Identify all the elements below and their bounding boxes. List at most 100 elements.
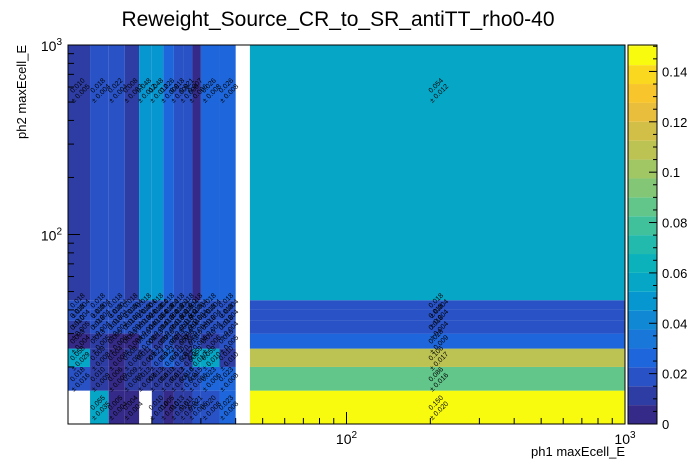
heatmap-cell — [68, 309, 91, 321]
heatmap-cell — [108, 348, 125, 367]
y-axis-label: ph2 maxEcell_E — [14, 45, 29, 139]
heatmap-cell — [173, 390, 184, 424]
color-scale-tick-label: 0.12 — [662, 115, 687, 130]
heatmap-cell — [173, 366, 184, 391]
heatmap-cell — [173, 300, 184, 310]
heatmap-cell — [249, 348, 625, 367]
heatmap-cell — [163, 333, 174, 349]
heatmap-cell — [139, 320, 152, 334]
color-scale-bar: 0 0.02 0.04 0.06 0.08 0.1 0.12 0.14 — [627, 44, 687, 432]
heatmap-cell — [108, 366, 125, 391]
color-scale-swatch — [628, 235, 657, 255]
heatmap-cell — [139, 300, 152, 310]
heatmap-cell — [192, 390, 201, 424]
heatmap-cell — [200, 333, 220, 349]
heatmap-cell — [108, 309, 125, 321]
heatmap-cell — [192, 366, 201, 391]
color-scale-swatch — [628, 178, 657, 198]
heatmap-cell — [151, 348, 164, 367]
heatmap-cell — [163, 366, 174, 391]
heatmap-cell — [173, 45, 184, 301]
color-scale-swatch — [628, 102, 657, 122]
heatmap-cell — [139, 333, 152, 349]
heatmap-cell — [173, 348, 184, 367]
heatmap-cell — [192, 45, 201, 301]
heatmap-cell — [249, 366, 625, 391]
color-scale-tick-label: 0.06 — [662, 266, 687, 281]
heatmap-cell — [249, 45, 625, 301]
heatmap-cell — [139, 348, 152, 367]
heatmap-cell — [219, 366, 236, 391]
heatmap-cell — [151, 366, 164, 391]
heatmap-cell — [192, 300, 201, 310]
heatmap-cell — [151, 309, 164, 321]
heatmap-cell — [151, 333, 164, 349]
heatmap-cell — [192, 309, 201, 321]
heatmap-cell — [219, 390, 236, 424]
chart-title: Reweight_Source_CR_to_SR_antiTT_rho0-40 — [121, 8, 554, 31]
heatmap-cell — [124, 300, 140, 310]
heatmap-cell — [173, 309, 184, 321]
heatmap-cell — [90, 300, 109, 310]
color-scale-tick-label: 0.08 — [662, 216, 687, 231]
heatmap-cell — [219, 309, 236, 321]
heatmap-cell — [139, 309, 152, 321]
heatmap-cell — [219, 333, 236, 349]
heatmap-cell — [200, 45, 220, 301]
heatmap-cell — [68, 348, 91, 367]
heatmap-cell — [68, 45, 91, 301]
heatmap-cell — [183, 45, 193, 301]
heatmap-cell — [173, 333, 184, 349]
heatmap-cell — [151, 45, 164, 301]
color-scale-swatch — [628, 45, 657, 47]
color-scale-swatch — [628, 272, 657, 292]
color-scale-swatch — [628, 121, 657, 141]
color-scale-swatch — [628, 367, 657, 387]
color-scale-tick-label: 0.1 — [662, 165, 680, 180]
color-scale-swatch — [628, 140, 657, 160]
heatmap-cell — [219, 300, 236, 310]
heatmap-cell — [108, 390, 125, 424]
y-tick-label: 102 — [41, 227, 63, 244]
color-scale-swatch — [628, 386, 657, 406]
heatmap-cell — [249, 333, 625, 349]
heatmap-cell — [219, 348, 236, 367]
heatmap-cell — [249, 300, 625, 310]
heatmap-cell — [249, 309, 625, 321]
heatmap-cell — [124, 333, 140, 349]
heatmap-cell — [249, 390, 625, 424]
heatmap-cell — [124, 366, 140, 391]
color-scale-swatch — [628, 405, 657, 424]
color-scale-swatch — [628, 46, 657, 66]
heatmap-cell — [90, 348, 109, 367]
heatmap-cell — [90, 309, 109, 321]
heatmap-cell — [151, 390, 164, 424]
color-scale-tick-label: 0.02 — [662, 367, 687, 382]
heatmap-cell — [90, 333, 109, 349]
color-scale-swatch — [628, 197, 657, 217]
color-scale-swatch — [628, 84, 657, 103]
color-scale-swatch — [628, 291, 657, 311]
x-tick-label: 102 — [336, 430, 358, 447]
heatmap-cell — [183, 333, 193, 349]
color-scale-swatch — [628, 348, 657, 368]
heatmap-cell — [200, 300, 220, 310]
heatmap-cell — [124, 348, 140, 367]
heatmap-cell — [163, 320, 174, 334]
heatmap-cell — [183, 390, 193, 424]
heatmap-cell — [68, 320, 91, 334]
heatmap-cell — [163, 390, 174, 424]
color-scale-swatch — [628, 254, 657, 273]
color-scale-tick-label: 0.04 — [662, 316, 687, 331]
heatmap-cell — [192, 320, 201, 334]
y-tick-label: 103 — [41, 37, 63, 54]
heatmap-cell — [90, 366, 109, 391]
heatmap-cells — [68, 45, 625, 424]
heatmap-cell — [163, 309, 174, 321]
heatmap-cell — [124, 45, 140, 301]
heatmap-cell — [200, 348, 220, 367]
heatmap-cell — [163, 45, 174, 301]
heatmap-cell — [200, 390, 220, 424]
heatmap-cell — [192, 333, 201, 349]
